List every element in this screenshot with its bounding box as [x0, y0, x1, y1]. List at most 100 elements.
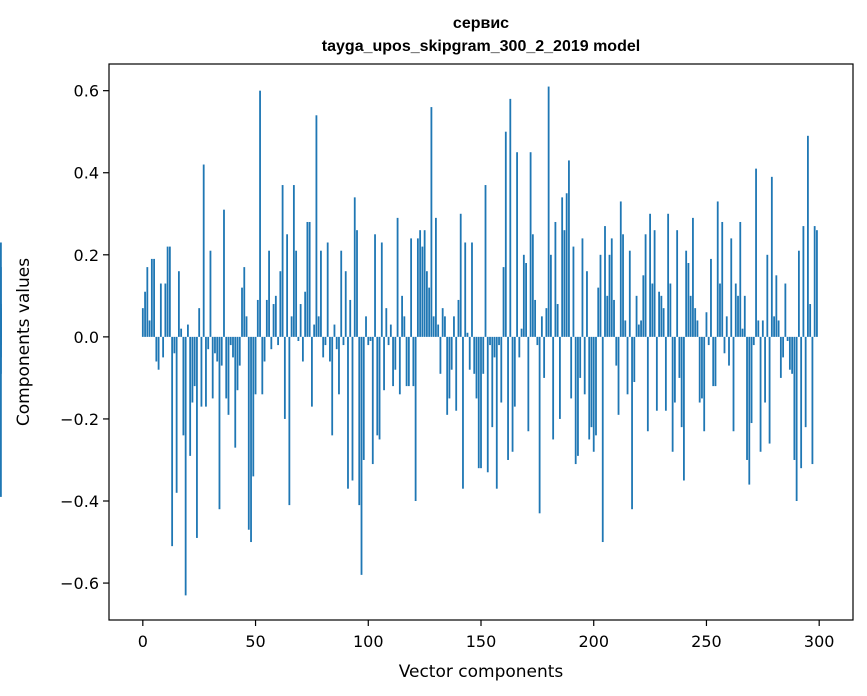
bar [214, 336, 216, 354]
bar [168, 246, 171, 337]
bar [270, 336, 273, 350]
bar [664, 336, 667, 411]
bar [353, 197, 356, 337]
bar [743, 295, 746, 337]
x-axis-label: Vector components [399, 662, 564, 682]
bar [477, 336, 480, 469]
bar [599, 254, 602, 337]
bar [396, 217, 399, 337]
bar [608, 254, 611, 337]
bar [590, 336, 593, 428]
bar [196, 336, 198, 538]
bar [184, 336, 187, 596]
bar [791, 336, 794, 374]
bar [191, 336, 194, 403]
bar [748, 336, 751, 485]
bar [356, 230, 358, 337]
bar [529, 152, 532, 337]
bar [416, 238, 419, 337]
bar [175, 336, 178, 493]
bar [344, 271, 347, 337]
bar [660, 295, 663, 337]
bar [628, 250, 631, 337]
bar [229, 336, 232, 346]
bar [187, 324, 189, 337]
bar [559, 336, 561, 419]
bar [441, 308, 444, 337]
bar [227, 336, 230, 415]
bar [243, 267, 246, 337]
bar [254, 336, 257, 395]
bar [782, 336, 785, 358]
bar [570, 336, 573, 399]
bar [475, 336, 478, 399]
bar [543, 336, 546, 378]
bar [347, 336, 349, 489]
bar [676, 230, 679, 337]
bar [471, 242, 473, 337]
bar [491, 336, 494, 428]
bar [525, 263, 527, 337]
bar [223, 209, 225, 337]
bar [511, 336, 514, 452]
bar [459, 213, 462, 337]
bar [362, 336, 365, 460]
bar [236, 336, 239, 391]
bar [588, 336, 591, 440]
bar [435, 217, 437, 337]
bar [317, 316, 320, 337]
bar [716, 201, 719, 337]
bar [807, 135, 809, 337]
bar [385, 308, 388, 337]
bar [261, 336, 264, 395]
bar [683, 336, 685, 481]
bar [480, 336, 482, 469]
bar [290, 316, 293, 337]
y-tick-label: −0.2 [60, 410, 99, 429]
bar [148, 320, 151, 337]
bar [800, 336, 803, 469]
bar [728, 336, 730, 366]
bar [216, 336, 219, 362]
bar [495, 336, 498, 489]
bar [687, 263, 690, 337]
bar [784, 283, 787, 337]
bar [277, 336, 279, 346]
bar [538, 336, 541, 514]
bar [283, 336, 286, 419]
bar [369, 336, 372, 341]
y-tick-label: 0.2 [74, 246, 99, 265]
bar [619, 201, 622, 337]
bar [412, 336, 415, 387]
x-tick-label: 250 [691, 632, 722, 651]
bar [522, 254, 525, 337]
bar [586, 271, 588, 337]
bar [265, 299, 268, 337]
bar [777, 320, 780, 337]
bar [365, 316, 367, 337]
bar [595, 336, 597, 436]
bar [360, 336, 363, 575]
bar [696, 320, 699, 337]
bar [180, 328, 183, 337]
bar [804, 336, 807, 428]
bar [392, 336, 394, 387]
bar [667, 213, 670, 337]
bar [238, 336, 241, 366]
bar [371, 336, 374, 465]
bar [737, 295, 739, 337]
bar [272, 304, 275, 337]
bar [549, 254, 552, 337]
x-tick-label: 200 [578, 632, 609, 651]
bar [473, 336, 476, 374]
bar [378, 336, 381, 440]
bar [680, 336, 683, 428]
bar [651, 283, 654, 337]
bar [376, 336, 379, 436]
bar [252, 336, 255, 477]
bar [218, 336, 221, 510]
bar [547, 86, 550, 337]
chart-title-line-2: tayga_upos_skipgram_300_2_2019 model [322, 38, 640, 55]
bar [311, 336, 313, 407]
bar [306, 221, 309, 337]
